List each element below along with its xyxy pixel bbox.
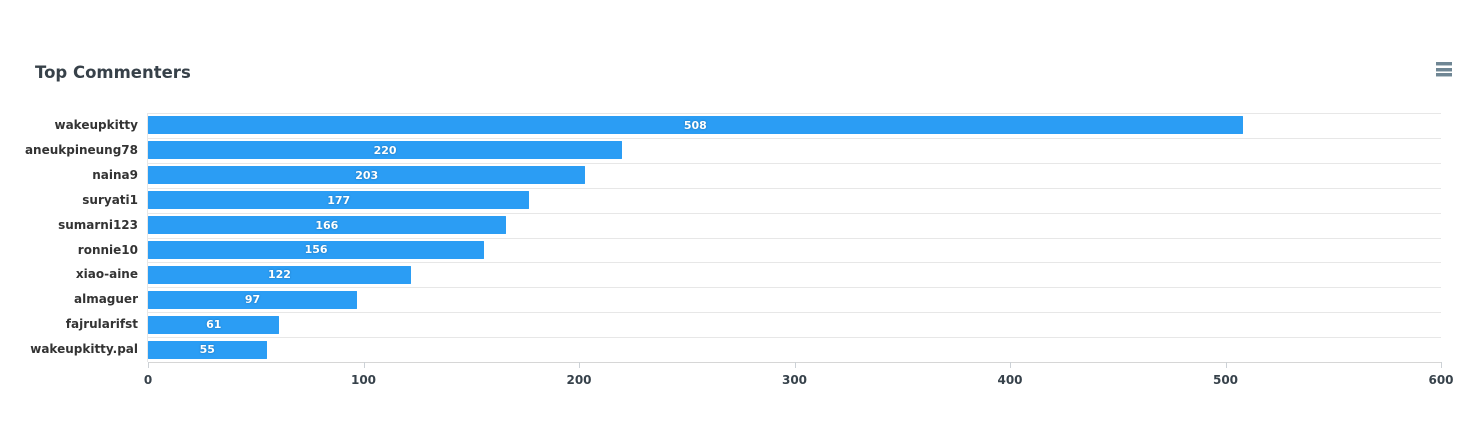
bar-value-label: 55 [199, 343, 215, 357]
x-axis-tick [579, 362, 580, 368]
chart-title: Top Commenters [35, 63, 191, 82]
x-axis: 0 100 200 300 400 500 600 [144, 362, 1454, 402]
bar-value-label: 166 [315, 218, 339, 232]
bar-value-label: 156 [304, 243, 328, 257]
bar-ronnie10[interactable]: 156 [148, 240, 485, 259]
category-label-naina9: naina9 [92, 167, 138, 182]
plot-area: 508 220 203 177 166 156 122 97 61 55 [147, 113, 1441, 363]
bar-almaguer[interactable]: 97 [148, 290, 358, 309]
hamburger-menu-icon [1436, 62, 1453, 76]
bar-value-label: 61 [206, 318, 222, 332]
bar-value-label: 203 [355, 168, 379, 182]
category-axis-labels: wakeupkitty aneukpineung78 naina9 suryati1 s… [0, 113, 138, 362]
gridline [148, 287, 1441, 289]
x-axis-tick-label: 300 [781, 373, 808, 387]
x-axis-tick [794, 362, 796, 368]
x-axis-tick [1225, 362, 1227, 368]
bar-value-label: 508 [683, 118, 707, 132]
gridline [148, 187, 1441, 189]
bar-fajrularifst[interactable]: 61 [148, 315, 280, 334]
category-label-ronnie10: ronnie10 [77, 242, 138, 257]
bar-wakeupkitty.pal[interactable]: 55 [148, 340, 267, 359]
chart-context-menu-button[interactable] [1435, 61, 1454, 80]
x-axis-tick-label: 600 [1428, 373, 1454, 387]
bar-sumarni123[interactable]: 166 [148, 216, 506, 235]
bar-aneukpineung78[interactable]: 220 [148, 141, 623, 160]
bar-wakeupkitty[interactable]: 508 [148, 116, 1243, 135]
category-label-wakeupkitty: wakeupkitty [54, 118, 138, 132]
category-label-wakeupkitty.pal: wakeupkitty.pal [30, 342, 138, 357]
gridline [148, 312, 1441, 314]
gridline [148, 162, 1441, 164]
gridline [148, 212, 1441, 214]
bar-naina9[interactable]: 203 [148, 166, 586, 185]
category-label-fajrularifst: fajrularifst [65, 317, 138, 332]
x-axis-tick-label: 100 [350, 373, 377, 387]
category-label-sumarni123: sumarni123 [58, 217, 138, 232]
x-axis-tick-label: 0 [143, 373, 153, 387]
x-axis-tick [1441, 362, 1442, 368]
x-axis-tick-label: 500 [1212, 373, 1239, 387]
category-label-xiao-aine: xiao-aine [75, 267, 138, 282]
gridline [148, 237, 1441, 239]
x-axis-tick-label: 400 [997, 373, 1023, 387]
x-axis-tick [1010, 362, 1011, 368]
x-axis-tick [363, 362, 365, 368]
category-label-aneukpineung78: aneukpineung78 [24, 142, 138, 157]
gridline [148, 337, 1441, 339]
category-label-almaguer: almaguer [73, 292, 138, 307]
category-label-suryati1: suryati1 [82, 192, 138, 207]
bar-value-label: 97 [244, 293, 261, 307]
bar-value-label: 220 [373, 143, 397, 157]
x-axis-tick-label: 200 [566, 373, 592, 387]
x-axis-tick [148, 362, 149, 368]
gridline [148, 262, 1441, 264]
bar-suryati1[interactable]: 177 [148, 191, 530, 210]
category-axis-line [147, 113, 148, 362]
gridline [148, 113, 1441, 114]
bar-xiao-aine[interactable]: 122 [148, 265, 411, 284]
gridline [148, 137, 1441, 139]
bar-value-label: 122 [267, 268, 291, 282]
bar-value-label: 177 [327, 193, 351, 207]
